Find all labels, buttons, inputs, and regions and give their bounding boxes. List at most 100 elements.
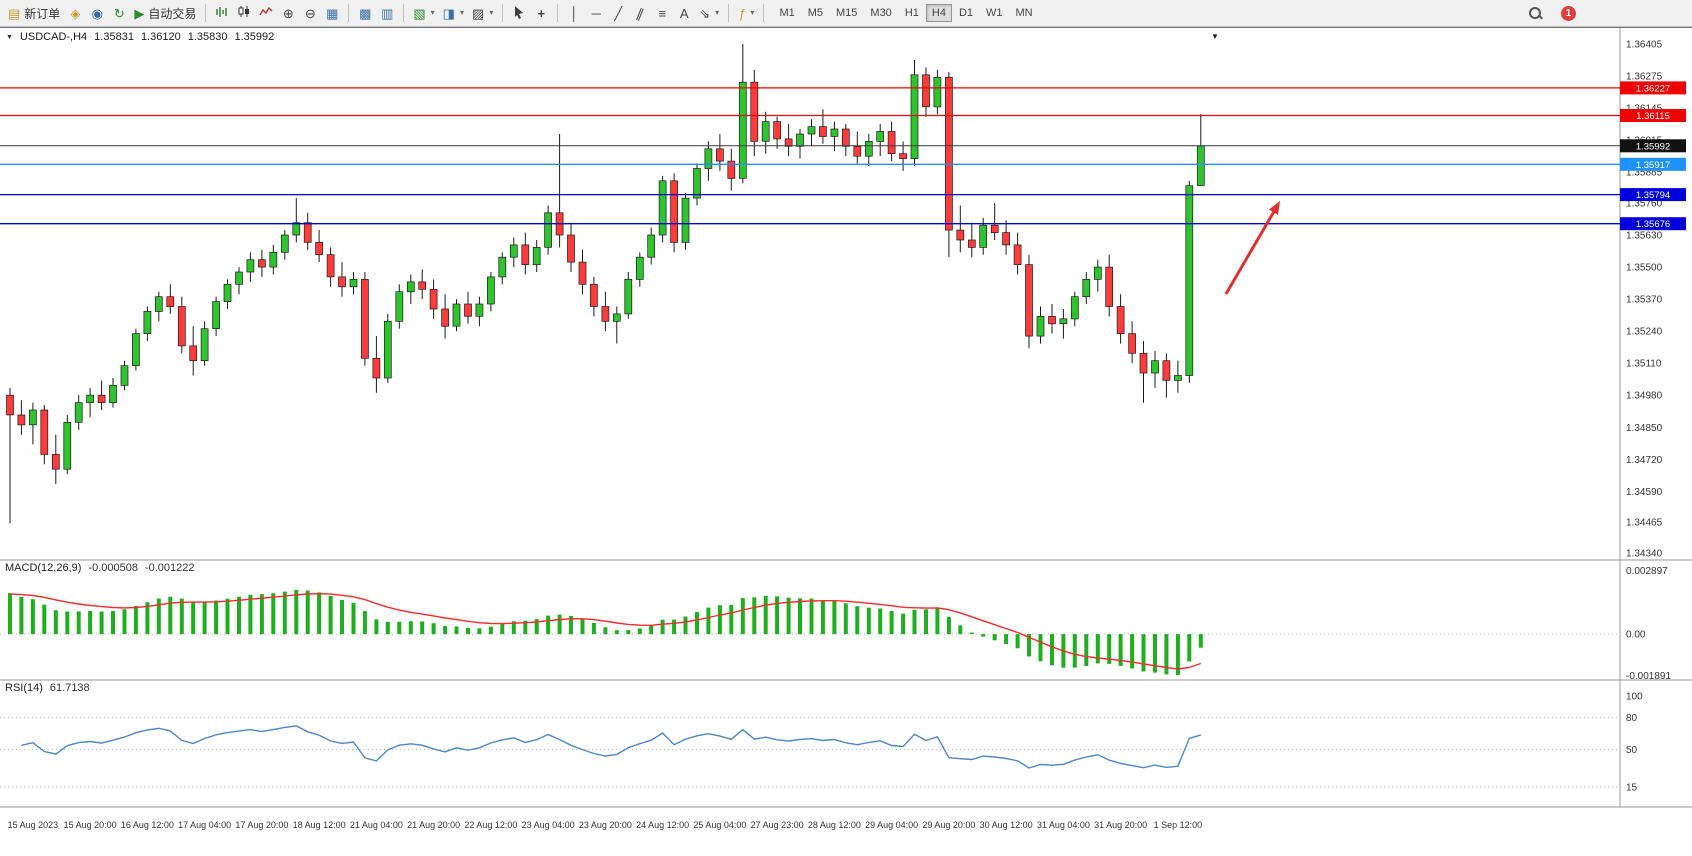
open-value: 1.35831 xyxy=(94,31,134,43)
tile-windows-button[interactable]: ▦ xyxy=(321,2,343,24)
svg-text:21 Aug 20:00: 21 Aug 20:00 xyxy=(407,820,460,830)
chart-ohlc-title: ▼ USDCAD-,H4 1.35831 1.36120 1.35830 1.3… xyxy=(6,31,274,43)
horizontal-line-icon: ─ xyxy=(591,5,601,21)
svg-text:15: 15 xyxy=(1626,783,1638,794)
svg-text:1.35917: 1.35917 xyxy=(1636,160,1670,171)
cursor-button[interactable] xyxy=(508,2,530,24)
svg-text:-0.001891: -0.001891 xyxy=(1626,671,1671,682)
channel-button[interactable]: ∥ xyxy=(629,2,651,24)
macd-indicator-label: MACD(12,26,9) -0.000508 -0.001222 xyxy=(5,562,195,574)
notification-badge[interactable]: 1 xyxy=(1561,5,1576,21)
text-icon: A xyxy=(679,5,689,21)
cursor-icon xyxy=(513,5,525,22)
toolbar-separator xyxy=(348,4,350,22)
svg-text:1.35240: 1.35240 xyxy=(1626,327,1663,338)
time-axis[interactable]: 15 Aug 2023 15 Aug 20:00 16 Aug 12:00 17 Au… xyxy=(8,820,1203,830)
fibonacci-button[interactable]: ≡ xyxy=(651,2,673,24)
toolbar-separator xyxy=(205,4,207,22)
svg-text:1.35760: 1.35760 xyxy=(1626,199,1663,210)
svg-text:1.34980: 1.34980 xyxy=(1626,391,1663,402)
svg-text:16 Aug 12:00: 16 Aug 12:00 xyxy=(121,820,174,830)
vertical-line-button[interactable]: │ xyxy=(563,2,585,24)
rsi-value: 61.7138 xyxy=(49,682,90,694)
svg-text:1.34590: 1.34590 xyxy=(1626,487,1663,498)
svg-text:1.35630: 1.35630 xyxy=(1626,231,1663,242)
zoom-in-button[interactable]: ⊕ xyxy=(277,2,299,24)
zoom-out-button[interactable]: ⊖ xyxy=(299,2,321,24)
price-axis[interactable]: 1.364051.362751.361451.360151.358851.357… xyxy=(1626,40,1663,560)
search-icon[interactable] xyxy=(1528,6,1543,21)
cascade-windows-button[interactable]: ▩ xyxy=(354,2,376,24)
toolbar-separator xyxy=(557,4,559,22)
candlestick-chart-button[interactable] xyxy=(233,2,255,24)
svg-text:15 Aug 2023: 15 Aug 2023 xyxy=(8,820,59,830)
toolbar-separator xyxy=(403,4,405,22)
chart-menu-icon[interactable]: ▼ xyxy=(6,33,13,41)
timeframe-m15-button[interactable]: M15 xyxy=(830,4,863,22)
arrows-icon: ⇘ xyxy=(699,5,711,21)
horizontal-line-button[interactable]: ─ xyxy=(585,2,607,24)
autotrading-label: 自动交易 xyxy=(148,6,197,21)
svg-text:1.35992: 1.35992 xyxy=(1636,141,1670,152)
svg-text:1.35500: 1.35500 xyxy=(1626,263,1663,274)
toolbar-right-group: 1 xyxy=(1528,5,1576,21)
text-button[interactable]: A xyxy=(673,2,695,24)
terminal-button[interactable]: ◉ xyxy=(86,2,108,24)
crosshair-button[interactable]: + xyxy=(530,2,552,24)
svg-text:24 Aug 12:00: 24 Aug 12:00 xyxy=(636,820,689,830)
timeframe-w1-button[interactable]: W1 xyxy=(980,4,1009,22)
chart-area[interactable]: 0.002897 0.00 -0.001891 100 80 50 15 1.36405 1… xyxy=(0,27,1692,856)
svg-text:1.36227: 1.36227 xyxy=(1636,83,1670,94)
vertical-line-icon: │ xyxy=(570,5,579,21)
new-order-button[interactable]: ▤ 新订单 xyxy=(4,2,64,24)
arrows-button[interactable]: ⇘ ▾ xyxy=(695,2,723,24)
arrange-windows-icon: ▥ xyxy=(381,5,394,21)
crosshair-icon: + xyxy=(537,5,546,21)
svg-text:0.00: 0.00 xyxy=(1626,630,1646,641)
timeframe-h4-button[interactable]: H4 xyxy=(925,4,952,22)
templates-button[interactable]: ▨ ▾ xyxy=(468,2,497,24)
new-chart-icon: ▧ xyxy=(413,5,426,21)
cascade-windows-icon: ▩ xyxy=(359,5,372,21)
arrange-windows-button[interactable]: ▥ xyxy=(376,2,398,24)
refresh-button[interactable]: ↻ xyxy=(108,2,130,24)
autotrading-button[interactable]: ▶ 自动交易 xyxy=(130,2,200,24)
timeframe-toolbar: M1 M5 M15 M30 H1 H4 D1 W1 MN xyxy=(773,4,1038,22)
timeframe-h1-button[interactable]: H1 xyxy=(899,4,925,22)
rsi-name: RSI(14) xyxy=(5,682,43,694)
market-watch-button[interactable]: ◈ xyxy=(64,2,86,24)
arrow-annotation[interactable] xyxy=(1224,201,1280,295)
timeframe-m30-button[interactable]: M30 xyxy=(864,4,897,22)
timeframe-m5-button[interactable]: M5 xyxy=(802,4,829,22)
svg-text:1.36115: 1.36115 xyxy=(1636,111,1670,122)
svg-text:23 Aug 20:00: 23 Aug 20:00 xyxy=(579,820,632,830)
svg-text:15 Aug 20:00: 15 Aug 20:00 xyxy=(64,820,117,830)
svg-text:18 Aug 12:00: 18 Aug 12:00 xyxy=(293,820,346,830)
svg-text:22 Aug 12:00: 22 Aug 12:00 xyxy=(464,820,517,830)
indicators-button[interactable]: ƒ ▾ xyxy=(734,2,758,24)
new-chart-button[interactable]: ▧ ▾ xyxy=(409,2,438,24)
svg-text:1.35885: 1.35885 xyxy=(1626,168,1663,179)
svg-text:▼: ▼ xyxy=(1211,32,1219,41)
horizontal-level-lines[interactable] xyxy=(0,87,1620,225)
timeframe-m1-button[interactable]: M1 xyxy=(773,4,800,22)
toolbar-separator xyxy=(502,4,504,22)
bar-chart-button[interactable] xyxy=(211,2,233,24)
timeframe-d1-button[interactable]: D1 xyxy=(953,4,979,22)
rsi-pane: 100 80 50 15 xyxy=(0,692,1643,794)
svg-text:28 Aug 12:00: 28 Aug 12:00 xyxy=(808,820,861,830)
svg-text:1.35370: 1.35370 xyxy=(1626,295,1663,306)
chevron-down-icon: ▾ xyxy=(715,8,720,17)
line-chart-button[interactable] xyxy=(255,2,277,24)
high-value: 1.36120 xyxy=(140,31,181,43)
profiles-button[interactable]: ◨ ▾ xyxy=(439,2,468,24)
svg-text:21 Aug 04:00: 21 Aug 04:00 xyxy=(350,820,403,830)
timeframe-mn-button[interactable]: MN xyxy=(1010,4,1039,22)
svg-text:17 Aug 20:00: 17 Aug 20:00 xyxy=(235,820,288,830)
rsi-indicator-label: RSI(14) 61.7138 xyxy=(5,682,90,694)
market-watch-icon: ◈ xyxy=(70,5,81,21)
svg-text:1.35110: 1.35110 xyxy=(1626,359,1662,370)
trendline-button[interactable]: ╱ xyxy=(607,2,629,24)
fibonacci-icon: ≡ xyxy=(658,5,667,21)
